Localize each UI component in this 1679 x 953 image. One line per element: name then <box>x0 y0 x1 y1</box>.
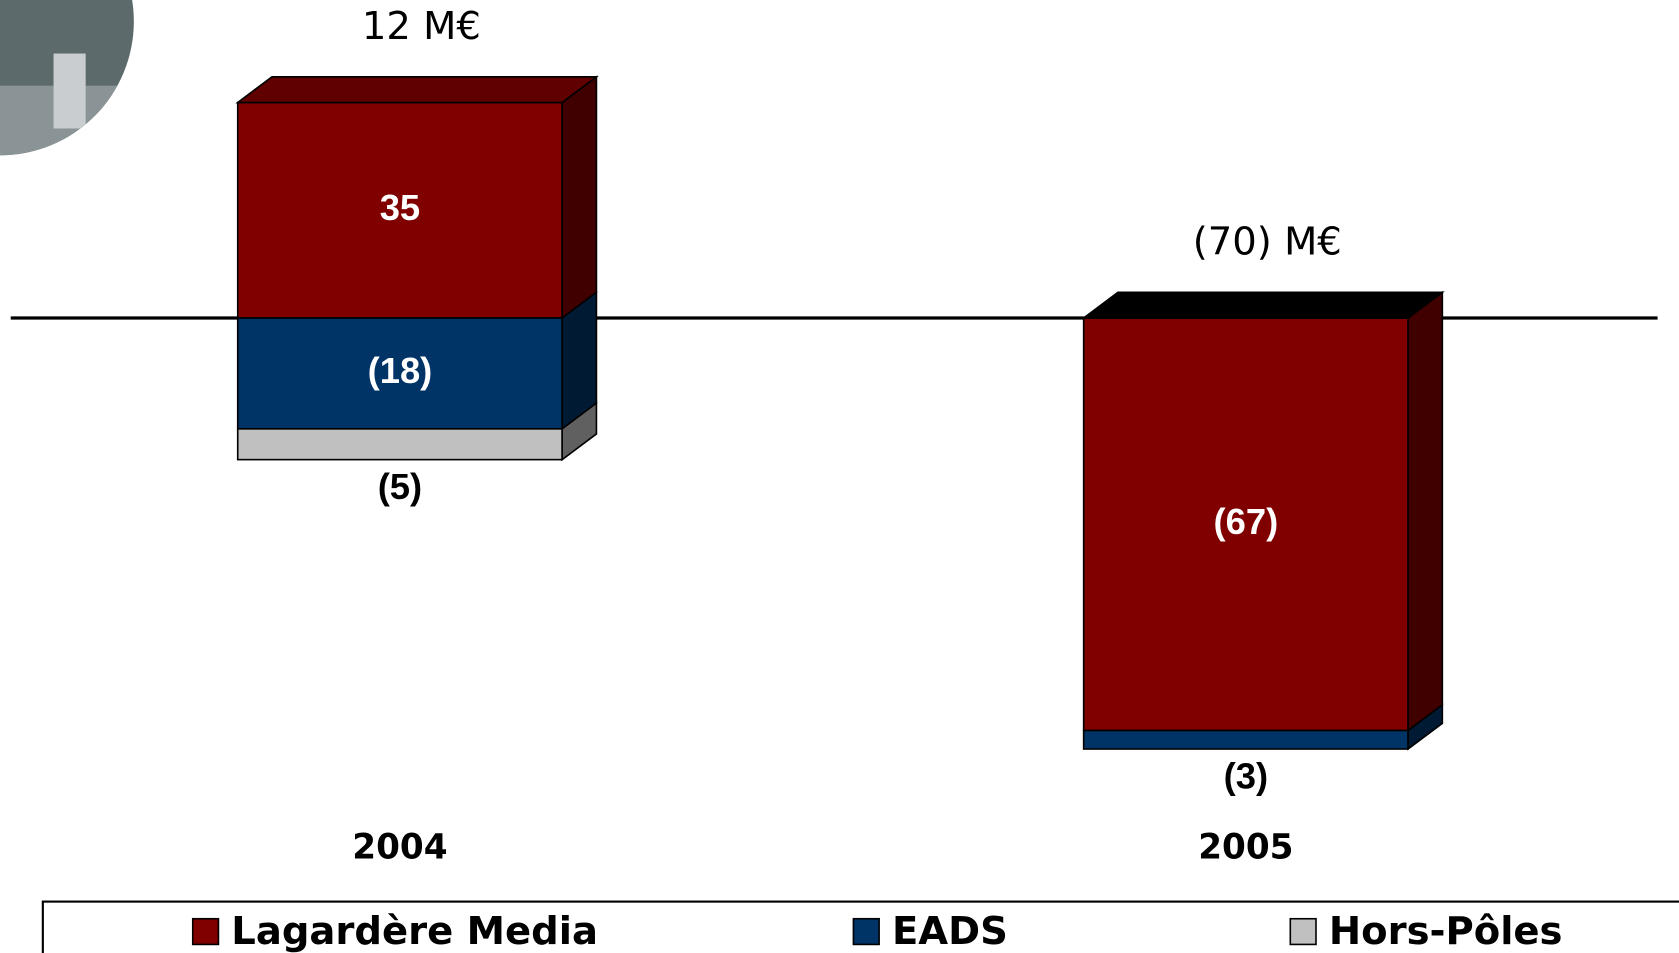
bar-top <box>235 76 599 104</box>
legend-swatch <box>1289 917 1317 946</box>
legend-label: EADS <box>892 909 1008 953</box>
legend-box <box>41 900 1679 953</box>
bar-segment <box>236 317 563 430</box>
total-label: (70) M€ <box>1193 220 1342 265</box>
total-label: 12 M€ <box>362 4 481 49</box>
x-tick-label: 2004 <box>352 828 447 868</box>
photo <box>0 0 134 156</box>
bar-side <box>1407 290 1444 733</box>
bar-side <box>561 75 598 320</box>
bar-side <box>561 401 598 462</box>
value-label: (18) <box>368 350 433 391</box>
legend-swatch <box>191 917 220 946</box>
value-label: (3) <box>1224 756 1268 797</box>
bar-top <box>1081 291 1445 319</box>
value-label: 35 <box>380 187 420 228</box>
x-tick-label: 2005 <box>1198 828 1293 868</box>
legend-label: Lagardère Media <box>231 909 598 953</box>
value-label: (67) <box>1214 501 1279 542</box>
bar-side <box>1407 703 1444 751</box>
bar-segment <box>236 428 563 461</box>
bar-segment <box>1082 729 1409 750</box>
legend-swatch <box>852 917 880 946</box>
value-label: (5) <box>378 466 422 507</box>
legend-label: Hors-Pôles <box>1329 909 1563 953</box>
